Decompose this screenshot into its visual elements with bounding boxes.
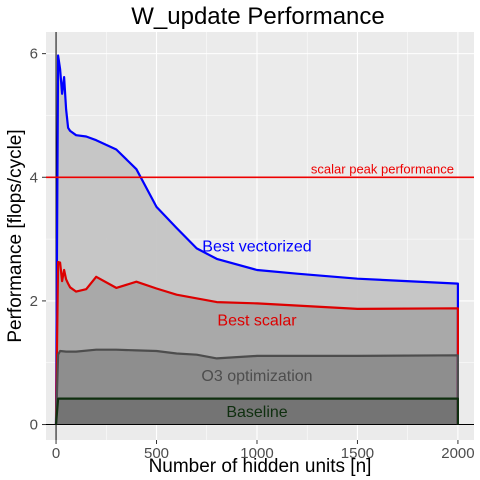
y-tick-label: 4 [30,169,38,186]
line-o3-optimization [54,348,459,425]
line-baseline [54,397,459,425]
area-baseline [56,398,458,425]
line-best-scalar [54,260,459,425]
series-labels: Best vectorized Best scalar O3 optimizatio… [201,238,312,421]
series-label-o3-optimization: O3 optimization [201,368,312,385]
y-tick-label: 6 [30,46,38,63]
y-tick-label: 2 [30,293,38,310]
x-tick-label: 500 [144,445,169,462]
line-best-vectorized [54,54,459,425]
x-axis-ticks: 0 500 1000 1500 2000 [52,440,475,462]
reference-line-label: scalar peak performance [311,161,454,176]
y-axis-label: Performance [flops/cycle] [5,129,26,342]
x-axis-label: Number of hidden units [n] [149,456,372,477]
reference-lines: scalar peak performance [46,161,474,179]
y-axis-ticks: 0 2 4 6 [30,46,46,434]
series-label-best-vectorized: Best vectorized [202,238,311,255]
series-areas [56,55,458,425]
chart-title: W_update Performance [131,3,384,30]
x-tick-label: 0 [52,445,60,462]
y-tick-label: 0 [30,417,38,434]
x-tick-label: 2000 [441,445,474,462]
x-tick-label: 1000 [240,445,273,462]
series-label-baseline: Baseline [226,404,287,421]
series-lines [54,54,459,425]
series-label-best-scalar: Best scalar [217,312,297,329]
x-tick-label: 1500 [341,445,374,462]
